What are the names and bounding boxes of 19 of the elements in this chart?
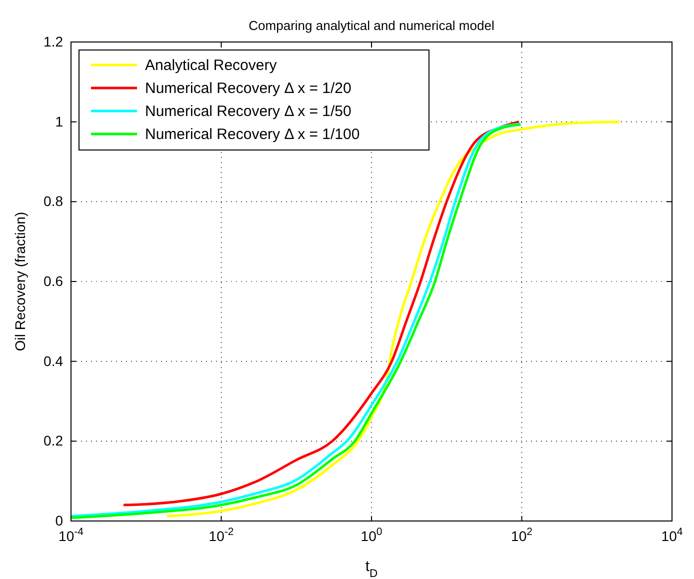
- legend-label: Numerical Recovery Δ x = 1/20: [145, 80, 352, 97]
- x-tick-label: 10$^{-4}$: [58, 526, 84, 544]
- y-tick-label: 0.2: [44, 432, 64, 449]
- x-tick-label: 10$^{-2}$: [208, 526, 234, 544]
- legend-label: Numerical Recovery Δ x = 1/50: [145, 103, 352, 120]
- legend-label: Analytical Recovery: [145, 57, 278, 74]
- legend-label: Numerical Recovery Δ x = 1/100: [145, 126, 360, 143]
- x-axis-title: t$_{D}$: [365, 558, 378, 579]
- x-tick-label: 10$^{2}$: [511, 526, 533, 544]
- y-tick-label: 1: [55, 113, 64, 130]
- y-tick-label: 0.4: [44, 352, 64, 369]
- y-tick-label: 1.2: [44, 33, 64, 50]
- chart-title: Comparing analytical and numerical model: [248, 18, 494, 33]
- y-tick-label: 0.6: [44, 272, 64, 289]
- y-tick-label: 0.8: [44, 193, 64, 210]
- x-tick-label: 10$^{0}$: [360, 526, 382, 544]
- x-tick-label: 10$^{4}$: [661, 526, 683, 544]
- y-axis-title: Oil Recovery (fraction): [12, 212, 28, 352]
- y-tick-label: 0: [55, 512, 64, 528]
